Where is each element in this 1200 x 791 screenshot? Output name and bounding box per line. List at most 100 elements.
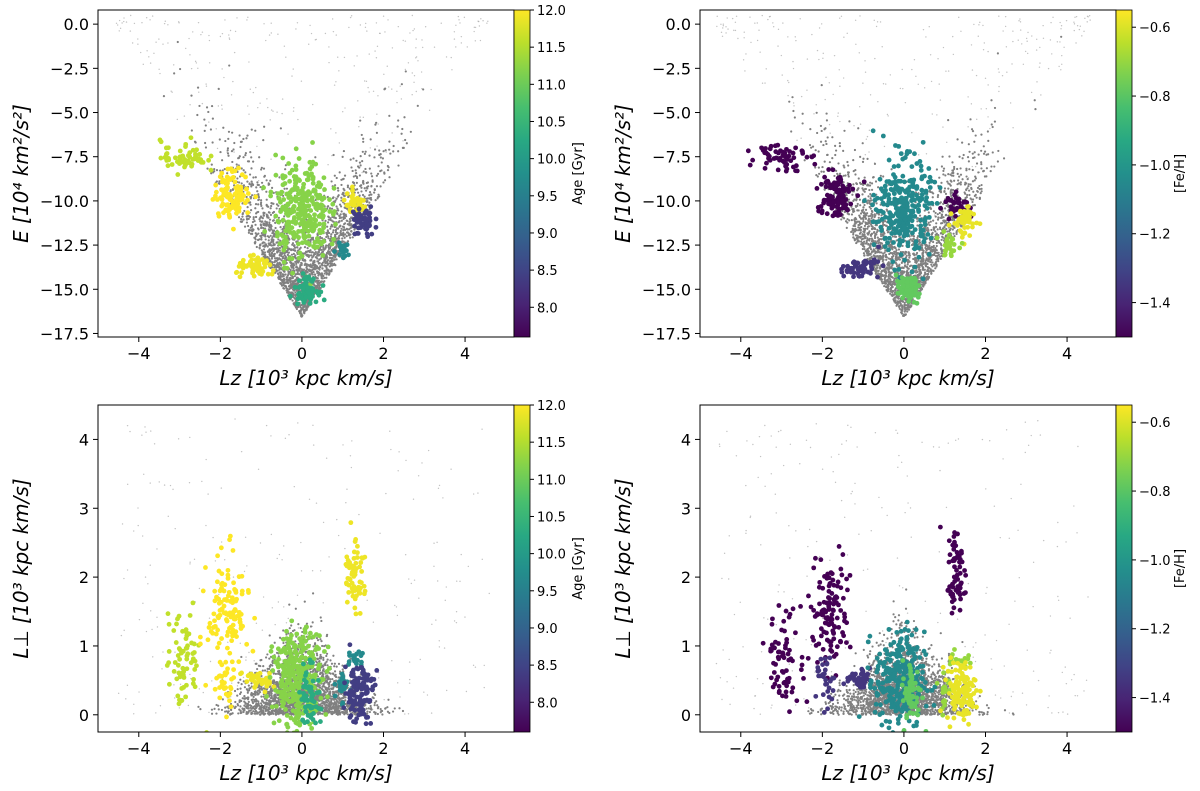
core-point [268,257,271,260]
halo-point [334,197,337,199]
core-point [934,225,938,228]
core-point [941,221,944,225]
core-point [240,218,243,221]
core-point [826,136,829,139]
core-point [935,222,938,225]
core-point [358,166,361,169]
core-point [844,174,847,177]
halo-point [1002,30,1004,32]
core-point [289,281,292,284]
core-point [324,265,327,268]
core-point [863,240,866,243]
core-point [817,166,820,169]
core-point [310,254,313,257]
core-point [359,119,362,122]
core-point [321,250,325,253]
core-point [864,217,868,220]
core-point [295,269,298,272]
core-point [253,236,257,239]
group-point [180,154,186,159]
halo-point [829,132,831,134]
core-point [961,157,964,160]
halo-point [734,29,737,32]
halo-point [1012,40,1014,43]
core-point [345,215,348,218]
core-point [361,150,364,153]
halo-point [151,15,154,17]
core-point [264,238,267,241]
halo-point [338,142,341,144]
halo-point [749,16,751,18]
core-point [289,261,292,264]
group-point [245,210,251,216]
core-point [375,174,378,177]
halo-point [460,35,463,38]
core-point [880,214,883,217]
core-point [289,264,293,267]
halo-point [376,45,379,48]
group-point [183,144,188,149]
core-point [317,250,320,254]
core-point [907,308,911,311]
halo-point [129,30,132,32]
core-point [392,150,395,153]
halo-point [413,28,416,30]
core-point [314,256,317,259]
core-point [343,228,347,232]
core-point [959,183,962,186]
halo-point [364,26,367,29]
core-point [852,236,855,239]
core-point [335,205,338,208]
core-point [932,219,935,222]
halo-point [291,75,293,77]
core-point [292,289,296,292]
core-point [815,174,818,177]
group-point [281,197,287,202]
halo-point [1011,63,1013,65]
core-point [277,216,281,219]
core-point [937,216,940,219]
core-point [240,167,243,170]
halo-point [424,26,427,28]
core-point [966,193,969,197]
group-point [208,153,214,159]
halo-point [846,32,848,35]
core-point [942,216,945,219]
group-point [321,175,327,181]
core-point [294,256,297,259]
halo-point [249,88,251,90]
halo-point [902,87,904,90]
halo-point [864,71,867,73]
core-point [291,280,294,284]
halo-point [359,116,361,118]
core-point [864,227,867,230]
group-point [213,189,219,195]
core-point [306,306,309,309]
halo-point [189,54,191,56]
group-point [273,172,279,178]
core-point [373,156,376,159]
group-point [240,257,246,263]
halo-point [137,43,139,45]
halo-point [772,26,775,28]
group-point [295,241,301,247]
core-point [259,243,262,246]
halo-point [743,37,745,39]
group-point [307,214,312,219]
core-point [870,182,874,185]
core-point [311,268,314,272]
core-point [227,130,231,133]
core-point [241,212,244,215]
group-point [303,281,309,287]
core-point [247,214,250,218]
core-point [360,133,363,137]
core-point [288,248,291,251]
group-point [277,241,283,247]
halo-point [331,154,333,157]
group-point [290,232,296,237]
core-point [991,125,994,129]
core-point [316,280,319,283]
core-point [340,210,343,213]
halo-point [742,59,745,61]
halo-point [479,39,482,42]
